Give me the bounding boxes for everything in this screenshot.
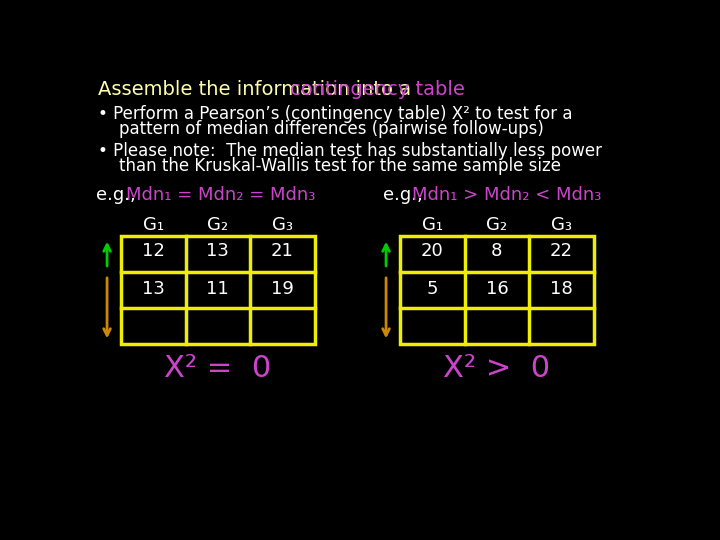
Text: Assemble the information into a: Assemble the information into a	[98, 80, 417, 99]
Text: Mdn₁ > Mdn₂ < Mdn₃: Mdn₁ > Mdn₂ < Mdn₃	[413, 186, 602, 205]
Text: • Please note:  The median test has substantially less power: • Please note: The median test has subst…	[98, 142, 602, 160]
Text: 5: 5	[426, 280, 438, 298]
Text: than the Kruskal-Wallis test for the same sample size: than the Kruskal-Wallis test for the sam…	[98, 157, 561, 175]
Text: 13: 13	[142, 280, 165, 298]
Text: contingency table: contingency table	[290, 80, 465, 99]
Text: 21: 21	[271, 242, 294, 260]
Text: Mdn₁ = Mdn₂ = Mdn₃: Mdn₁ = Mdn₂ = Mdn₃	[126, 186, 315, 205]
Text: e.g.,: e.g.,	[96, 186, 142, 205]
Text: 20: 20	[421, 242, 444, 260]
Text: X² =  0: X² = 0	[164, 354, 271, 382]
Text: 11: 11	[207, 280, 229, 298]
Text: 22: 22	[550, 242, 573, 260]
Text: 8: 8	[491, 242, 503, 260]
Text: X² >  0: X² > 0	[444, 354, 550, 382]
Text: e.g.,: e.g.,	[383, 186, 428, 205]
Text: G₃: G₃	[272, 215, 293, 234]
Text: 13: 13	[207, 242, 229, 260]
Text: G₂: G₂	[486, 215, 508, 234]
Bar	[121, 236, 315, 345]
Text: • Perform a Pearson’s (contingency table) X² to test for a: • Perform a Pearson’s (contingency table…	[98, 105, 572, 123]
Text: 18: 18	[550, 280, 573, 298]
Text: 12: 12	[142, 242, 165, 260]
Text: 19: 19	[271, 280, 294, 298]
Text: G₂: G₂	[207, 215, 228, 234]
Text: pattern of median differences (pairwise follow-ups): pattern of median differences (pairwise …	[98, 120, 544, 138]
Text: G₃: G₃	[551, 215, 572, 234]
Bar	[400, 236, 594, 345]
Text: 16: 16	[485, 280, 508, 298]
Text: G₁: G₁	[422, 215, 443, 234]
Text: G₁: G₁	[143, 215, 164, 234]
